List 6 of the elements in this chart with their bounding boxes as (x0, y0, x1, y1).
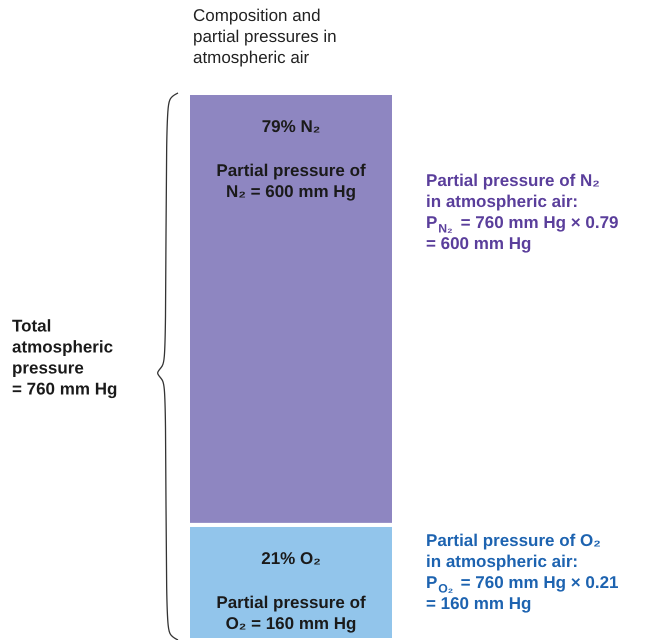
series-label: 79% N₂ (262, 117, 320, 136)
data-label: Partial pressure of O₂ = 160 mm Hg (216, 592, 366, 633)
chart-title: Composition and partial pressures in atmospheric air (193, 6, 337, 67)
data-label: Partial pressure of N₂ = 600 mm Hg (216, 161, 366, 201)
text: Total atmospheric pressure = 760 mm Hg (12, 316, 118, 398)
series-label: 21% O₂ (261, 548, 321, 568)
